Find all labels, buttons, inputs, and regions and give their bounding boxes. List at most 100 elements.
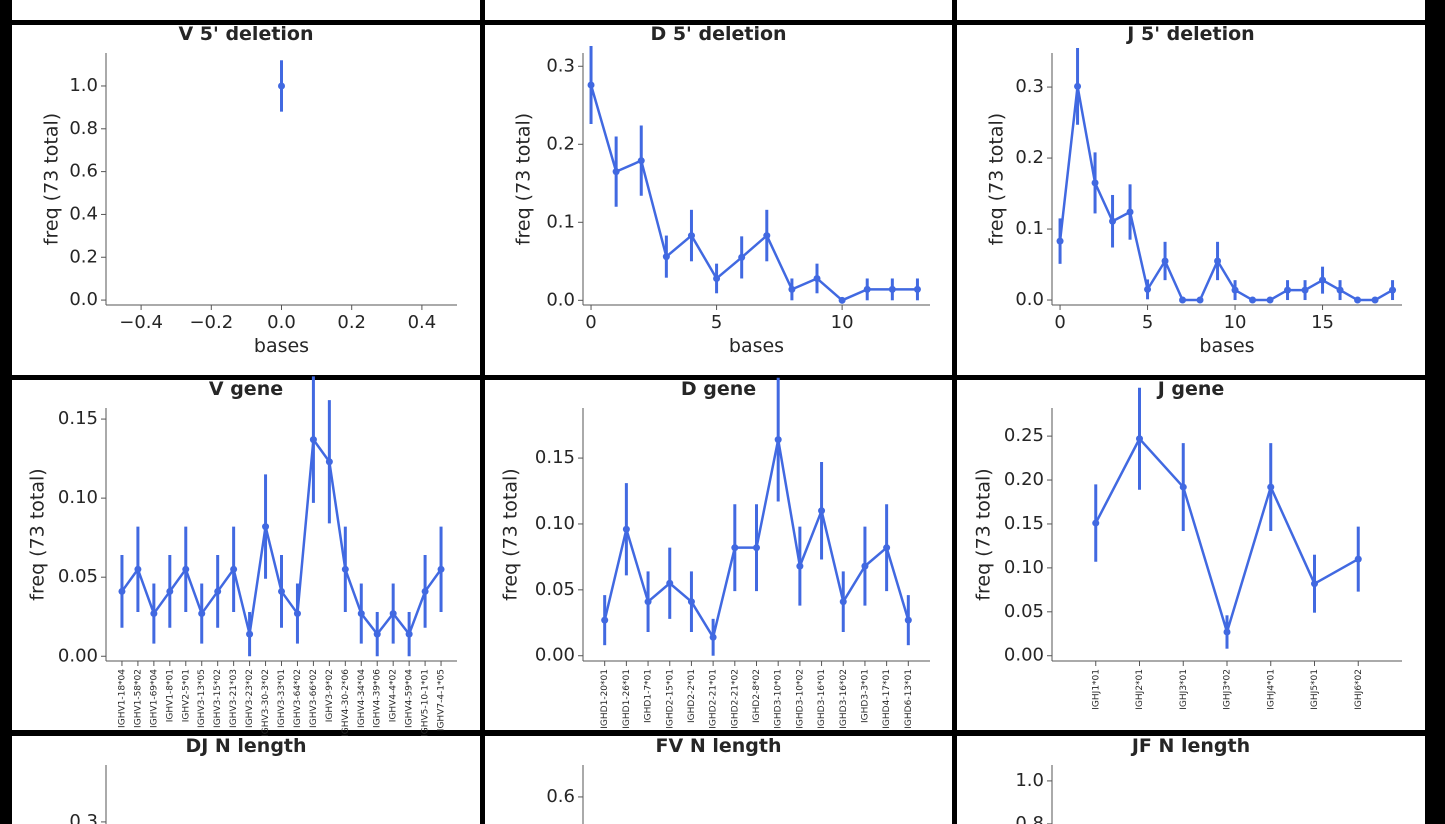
- panel: [485, 0, 952, 20]
- x-tick-label: IGHD2-21*01: [709, 669, 719, 729]
- point: [150, 610, 158, 618]
- subplot: V gene freq (73 total) 0.00 0.05 0.10 0.15 IGH…: [27, 376, 457, 737]
- x-tick-label: 0.4: [408, 312, 437, 333]
- x-tick-label: IGHV1-8*01: [165, 669, 175, 722]
- panel: [957, 736, 1425, 824]
- point: [713, 274, 721, 282]
- y-tick-label: 0.15: [535, 447, 575, 468]
- panel: [957, 0, 1425, 20]
- point: [230, 565, 238, 573]
- x-tick-label: 10: [1224, 312, 1247, 333]
- subplot: D gene freq (73 total) 0.00 0.05 0.10 0.15 IGH…: [500, 377, 930, 729]
- y-tick-label: 0.15: [1004, 513, 1044, 534]
- y-tick-label: 0.2: [1015, 147, 1044, 168]
- point: [1267, 483, 1275, 491]
- subplot: DJ N lengthfreq (73 total)0.3: [69, 735, 307, 824]
- x-tick-label: IGHV3-15*02: [213, 669, 223, 728]
- point: [1179, 483, 1187, 491]
- point: [246, 630, 254, 638]
- point: [1161, 257, 1169, 265]
- x-tick-label: IGHV4-34*04: [357, 669, 367, 728]
- y-axis-label: freq (73 total): [986, 113, 1008, 245]
- x-axis-label: bases: [254, 335, 309, 357]
- panel: [12, 0, 480, 20]
- point: [1056, 237, 1064, 245]
- point: [818, 507, 826, 515]
- point: [1319, 276, 1327, 284]
- panel: [12, 380, 480, 730]
- x-tick-label: IGHV7-4-1*05: [437, 669, 447, 731]
- x-tick-label: IGHV3-13*05: [197, 669, 207, 728]
- point: [357, 610, 365, 618]
- point: [709, 633, 717, 641]
- subplot: JF N lengthfreq (73 total)0.81.0: [1015, 735, 1250, 824]
- x-tick-label: IGHJ4*01: [1266, 669, 1276, 710]
- point: [278, 82, 285, 90]
- y-tick-label: 0.2: [69, 246, 98, 267]
- subplot: D 5' deletion freq (73 total) 0.0 0.1 0.2 0.3…: [513, 23, 930, 357]
- point: [883, 544, 891, 552]
- x-tick-label: 10: [831, 312, 854, 333]
- panel: [957, 380, 1425, 730]
- point: [1231, 286, 1239, 294]
- point: [1179, 296, 1187, 304]
- y-tick-label: 0.0: [69, 289, 98, 310]
- point: [1196, 296, 1204, 304]
- point: [788, 285, 796, 293]
- point: [389, 610, 397, 618]
- x-tick-label: IGHV3-9*02: [325, 669, 335, 722]
- panel: [485, 25, 952, 375]
- y-tick-label: 0.6: [69, 161, 98, 182]
- y-tick-label: 0.20: [1004, 469, 1044, 490]
- x-tick-label: IGHJ6*02: [1354, 669, 1364, 710]
- x-tick-label: IGHV1-18*04: [117, 669, 127, 728]
- y-axis-label: freq (73 total): [500, 468, 522, 600]
- y-tick-label: 0.1: [1015, 218, 1044, 239]
- x-tick-label: 0.2: [337, 312, 366, 333]
- subplot-title: FV N length: [656, 735, 782, 757]
- point: [796, 562, 804, 570]
- point: [198, 610, 206, 618]
- y-tick-label: 0.3: [1015, 76, 1044, 97]
- point: [373, 630, 381, 638]
- point: [622, 525, 630, 533]
- x-tick-label: IGHD2-21*02: [730, 669, 740, 729]
- x-tick-label: IGHD1-20*01: [600, 669, 610, 729]
- point: [1074, 82, 1082, 90]
- point: [861, 562, 869, 570]
- x-tick-label: IGHD3-10*01: [774, 669, 784, 729]
- point: [278, 587, 285, 595]
- y-tick-label: 0.00: [1004, 645, 1044, 666]
- point: [1354, 555, 1362, 563]
- y-axis-label: freq (73 total): [513, 113, 535, 245]
- subplot-title: J 5' deletion: [1125, 23, 1254, 45]
- x-tick-label: 5: [1142, 312, 1153, 333]
- panel: [12, 25, 480, 375]
- panel: [485, 380, 952, 730]
- y-tick-label: 0.0: [546, 289, 575, 310]
- x-tick-label: IGHD2-15*01: [665, 669, 675, 729]
- point: [262, 523, 270, 531]
- y-tick-label: 0.05: [535, 579, 575, 600]
- subplot: V 5' deletion freq (73 total) 0.0 0.2 0.4 0.6…: [41, 23, 457, 357]
- x-tick-label: −0.4: [119, 312, 163, 333]
- point: [687, 598, 695, 606]
- x-tick-label: IGHD3-16*01: [817, 669, 827, 729]
- x-tick-label: IGHJ3*01: [1179, 669, 1189, 710]
- point: [644, 598, 652, 606]
- point: [1354, 296, 1362, 304]
- point: [753, 544, 760, 552]
- y-tick-label: 0.8: [1015, 813, 1044, 824]
- x-tick-label: IGHJ5*01: [1310, 669, 1320, 710]
- x-tick-label: IGHV4-30-2*06: [341, 669, 351, 737]
- point: [214, 587, 222, 595]
- x-tick-label: IGHV4-39*06: [373, 669, 383, 728]
- point: [309, 436, 317, 444]
- point: [1389, 286, 1397, 294]
- x-tick-label: IGHD2-2*01: [687, 669, 697, 723]
- point: [1284, 286, 1292, 294]
- point: [1311, 580, 1318, 588]
- point: [166, 587, 174, 595]
- x-tick-label: IGHV4-4*02: [389, 669, 399, 722]
